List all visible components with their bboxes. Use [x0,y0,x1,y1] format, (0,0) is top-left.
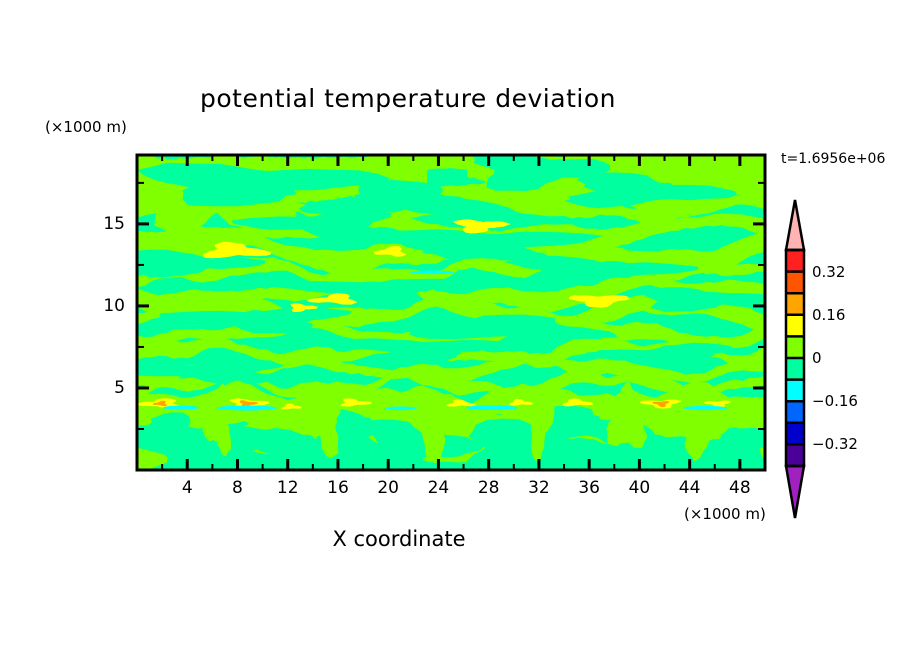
page-title: potential temperature deviation [0,84,904,113]
x-tick-label: 32 [528,478,550,498]
colorbar-over-arrow [784,199,806,252]
x-tick-label: 4 [181,478,193,498]
x-tick-label: 28 [477,478,500,498]
colorbar-tick-label: 0.32 [812,262,846,281]
plot-frame [135,153,767,472]
x-tick-label: 36 [578,478,600,498]
x-axis-units-label: (×1000 m) [684,505,766,523]
x-tick-label: 24 [427,478,450,498]
colorbar-band [786,358,804,380]
colorbar-band [786,444,804,467]
x-tick-label: 40 [628,478,651,498]
colorbar-band [786,314,804,337]
colorbar-band [786,271,804,294]
colorbar-band [786,379,804,402]
y-tick-label: 15 [103,213,125,234]
x-axis-title-text: X coordinate [332,527,466,551]
colorbar-band [786,401,804,424]
x-tick-label: 16 [327,478,349,498]
x-axis-title: X coordinate [0,527,904,551]
colorbar-band [786,422,804,445]
x-tick-label: 48 [729,478,751,498]
page-title-text: potential temperature deviation [200,84,616,113]
y-tick-label: 5 [114,377,125,398]
colorbar-band [786,336,804,359]
y-axis-units-label: (×1000 m) [45,118,127,136]
colorbar-tick-label: 0 [812,349,822,367]
x-tick-label: 20 [377,478,399,498]
time-annotation: t=1.6956e+06 [781,151,886,167]
colorbar [784,199,806,519]
colorbar-under-arrow [784,464,806,519]
colorbar-band [786,250,804,272]
x-tick-label: 12 [276,478,299,498]
y-axis-ticks [138,181,764,430]
x-tick-label: 8 [232,478,243,498]
colorbar-tick-label: 0.16 [812,305,846,324]
colorbar-tick-label: −0.32 [812,435,858,454]
x-axis-ticks [161,156,742,469]
colorbar-band [786,293,804,316]
x-tick-label: 44 [678,478,701,498]
colorbar-tick-label: −0.16 [812,392,858,411]
contour-field [137,155,765,470]
y-tick-label: 10 [103,295,125,316]
